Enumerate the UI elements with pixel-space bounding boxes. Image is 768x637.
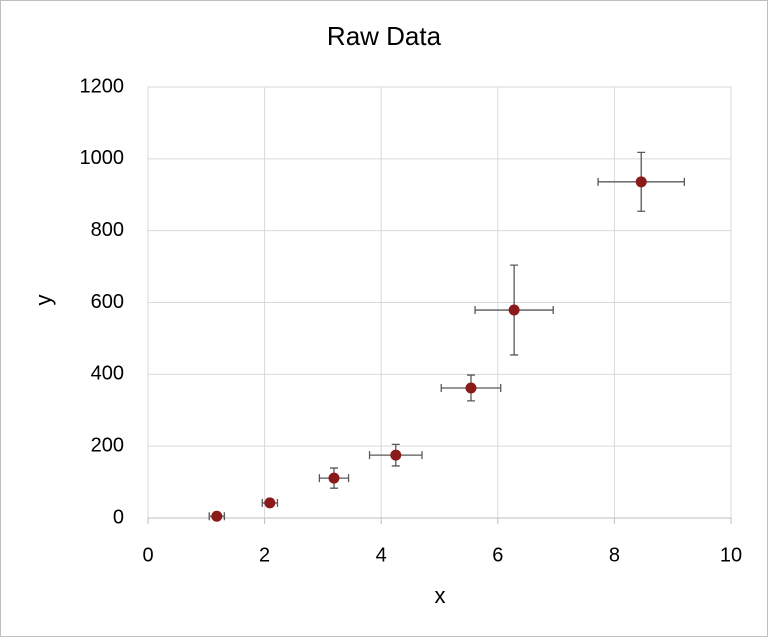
y-tick-label: 1000 (80, 147, 125, 169)
y-tick-label: 0 (113, 506, 124, 528)
y-tick-label: 600 (91, 291, 124, 313)
y-tick-label: 800 (91, 219, 124, 241)
x-tick-label: 4 (376, 544, 387, 566)
y-tick-label: 400 (91, 363, 124, 385)
point (264, 497, 276, 509)
y-tick-label: 200 (91, 434, 124, 456)
x-tick-label: 0 (142, 544, 153, 566)
x-tick-label: 8 (609, 544, 620, 566)
x-tick-label: 6 (492, 544, 503, 566)
point (390, 449, 402, 461)
x-axis-label: x (435, 583, 446, 608)
point (635, 176, 647, 188)
y-axis-label: y (31, 295, 56, 306)
point (508, 304, 520, 316)
x-tick-label: 10 (720, 544, 742, 566)
x-tick-label: 2 (259, 544, 270, 566)
y-tick-label: 1200 (80, 75, 125, 97)
point (465, 382, 477, 394)
point (328, 472, 340, 484)
chart-title: Raw Data (327, 21, 442, 51)
point (211, 510, 223, 522)
